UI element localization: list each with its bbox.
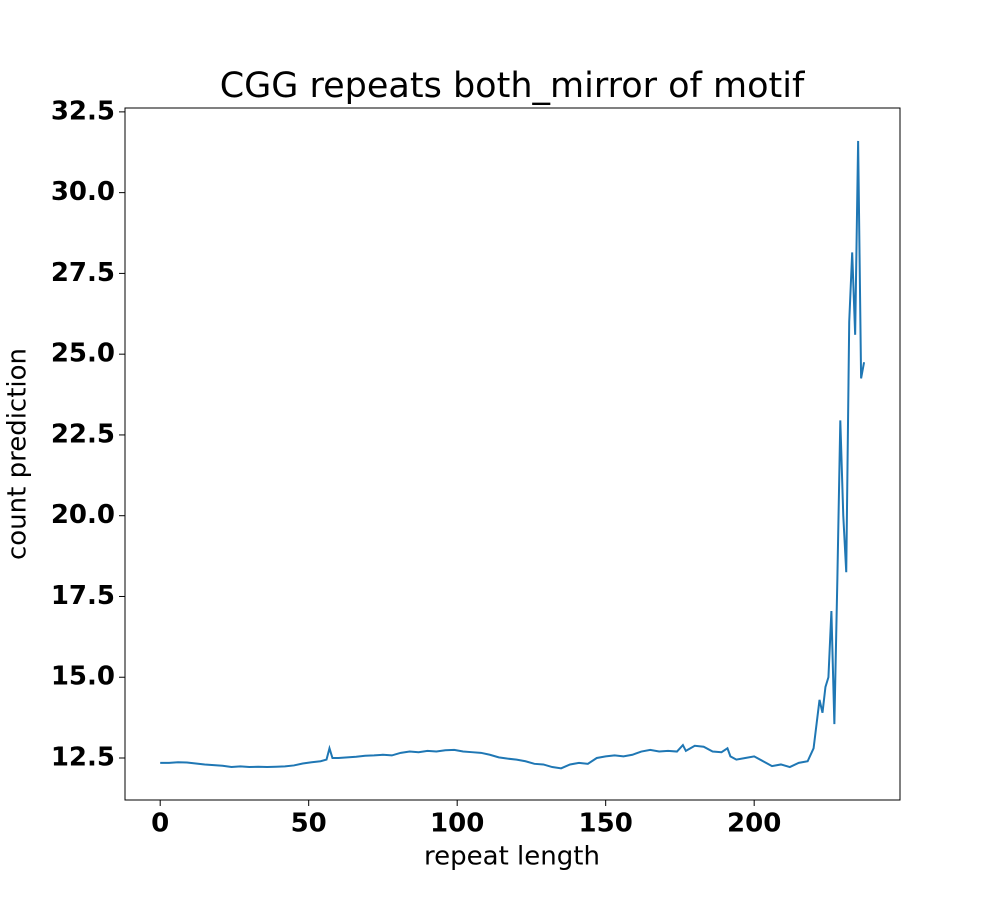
- x-tick-label: 100: [430, 809, 484, 839]
- x-tick-label: 150: [579, 809, 633, 839]
- data-line: [160, 140, 866, 770]
- y-tick-label: 30.0: [51, 177, 115, 207]
- x-tick-label: 0: [151, 809, 169, 839]
- y-tick-label: 15.0: [51, 662, 115, 692]
- y-tick-label: 22.5: [51, 419, 115, 449]
- y-axis-label: count prediction: [3, 348, 33, 560]
- x-tick-label: 50: [291, 809, 327, 839]
- y-tick-label: 27.5: [51, 258, 115, 288]
- y-tick-label: 17.5: [51, 581, 115, 611]
- y-tick-label: 20.0: [51, 500, 115, 530]
- plot-frame: [124, 107, 901, 801]
- x-tick-label: 200: [727, 809, 781, 839]
- y-tick-label: 12.5: [51, 743, 115, 773]
- x-axis-label: repeat length: [424, 842, 600, 872]
- y-tick-label: 25.0: [51, 339, 115, 369]
- y-tick-label: 32.5: [51, 96, 115, 126]
- chart-title: CGG repeats both_mirror of motif: [220, 66, 805, 106]
